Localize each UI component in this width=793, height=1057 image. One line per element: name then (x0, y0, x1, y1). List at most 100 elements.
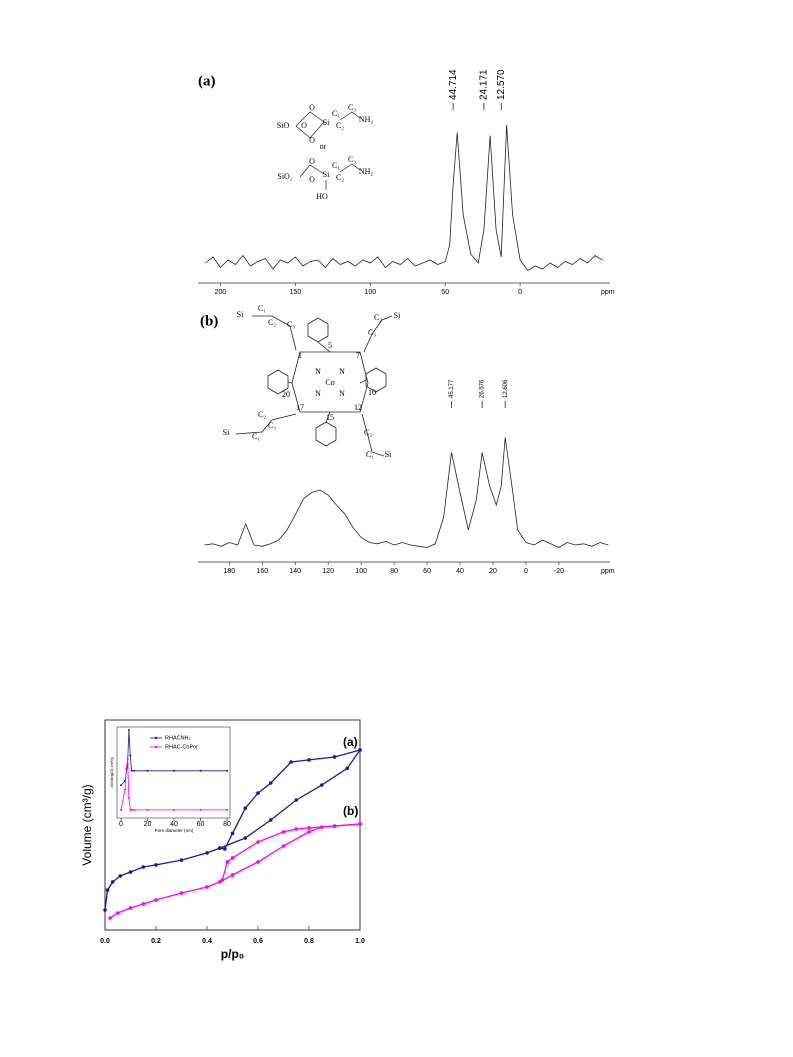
legend-marker (154, 736, 158, 740)
structure-label: C₁ (252, 432, 260, 441)
arm (363, 315, 393, 353)
structure-label: N (339, 389, 345, 398)
x-tick-label: -20 (554, 568, 564, 575)
x-tick-label: 140 (289, 568, 301, 575)
x-tick-label: 40 (456, 568, 464, 575)
bond (359, 379, 367, 384)
structure-label: O (309, 136, 315, 145)
legend-label: RHAC-CoPor (165, 744, 198, 750)
structure-label: 5 (328, 341, 332, 350)
structure-label: 12 (354, 403, 362, 412)
panel-label: (b) (200, 313, 218, 329)
plot-frame (116, 726, 231, 819)
bond (287, 381, 293, 384)
structure-label: N (315, 367, 321, 376)
structure-label: 20 (282, 390, 290, 399)
structure-label: C₁ (366, 450, 374, 459)
structure-label: NH₂ (359, 167, 374, 176)
data-point (358, 822, 362, 826)
x-tick-label: 120 (322, 568, 334, 575)
x-axis-label: ppm (601, 289, 615, 296)
peak-label: 24.171 (479, 69, 490, 100)
x-tick-label: 80 (390, 568, 398, 575)
x-tick-label: 0.2 (151, 938, 161, 945)
y-axis-label: dV/dlog(D) cm³/g (109, 757, 114, 787)
arm (252, 315, 297, 351)
legend-label: RHACNH₂ (165, 735, 191, 741)
structure-label: O (301, 121, 307, 130)
phenyl (267, 369, 289, 395)
y-axis-label: Volume (cm³/g) (80, 784, 94, 865)
x-tick-label: 0 (524, 568, 528, 575)
structure-label: Co (325, 378, 334, 387)
peak-label: 12.606 (503, 379, 509, 398)
data-point (126, 758, 129, 761)
x-tick-label: 0 (518, 289, 522, 296)
data-line (204, 437, 609, 548)
structure-label: C₁ (332, 161, 340, 170)
arm (235, 413, 297, 435)
data-line (221, 823, 361, 881)
structure-label: 10 (368, 388, 376, 397)
x-tick-label: 60 (197, 821, 205, 828)
data-point (217, 846, 222, 850)
x-tick-label: 50 (441, 289, 449, 296)
x-tick-label: 180 (223, 568, 235, 575)
structure-label: N (339, 367, 345, 376)
structure-label: Si (385, 450, 392, 459)
porphyrin-skeleton (235, 315, 393, 457)
structure-label: or (320, 142, 327, 151)
structure-label: O (309, 103, 315, 112)
data-line (205, 124, 603, 272)
structure-label: 7 (356, 351, 360, 360)
structure-label: Si (237, 310, 244, 319)
structure-label: C₂ (336, 121, 344, 130)
bond (295, 111, 325, 139)
series-annotation: (b) (343, 804, 358, 818)
x-axis-label: ppm (601, 568, 615, 575)
data-line (219, 749, 361, 850)
x-tick-label: 100 (355, 568, 367, 575)
legend-marker (154, 745, 158, 749)
bond (325, 411, 331, 423)
structure-label: O (309, 157, 315, 166)
structure-label: C₂ (374, 313, 382, 322)
phenyl (315, 421, 337, 447)
structure-label: HO (316, 192, 328, 201)
x-tick-label: 40 (170, 821, 178, 828)
x-tick-label: 60 (423, 568, 431, 575)
bond (339, 111, 361, 121)
peak-label: 12.570 (496, 69, 507, 100)
phenyl (365, 367, 387, 393)
structure-label: Si (323, 170, 330, 179)
structure-label: C₃ (368, 328, 376, 337)
peak-label: 44.714 (448, 69, 459, 100)
series-annotation: (a) (343, 735, 358, 749)
x-axis-label: Pore diameter (nm) (155, 828, 194, 833)
structure-label: C₂ (268, 318, 276, 327)
structure-label: SiO (277, 121, 290, 130)
x-axis-label: p/p₀ (221, 947, 244, 961)
x-tick-label: 200 (215, 289, 227, 296)
x-tick-label: 80 (223, 821, 231, 828)
x-tick-label: 1.0 (355, 938, 365, 945)
arm (361, 413, 385, 457)
x-tick-label: 100 (364, 289, 376, 296)
peak-label: 26.576 (480, 379, 486, 398)
structure-label: 17 (296, 403, 304, 412)
x-tick-label: 0.8 (304, 938, 314, 945)
structure-label: C₃ (287, 320, 295, 329)
x-tick-label: 0.0 (100, 938, 110, 945)
silica-skeleton (295, 111, 361, 190)
bond (339, 163, 361, 173)
peak-label: 45.177 (449, 379, 455, 398)
structure-label: NH₂ (359, 115, 374, 124)
structure-label: 1 (298, 351, 302, 360)
bond (317, 341, 331, 353)
x-tick-label: 0.4 (202, 938, 212, 945)
data-line (104, 749, 361, 911)
bond (299, 164, 325, 178)
x-tick-label: 0.6 (253, 938, 263, 945)
